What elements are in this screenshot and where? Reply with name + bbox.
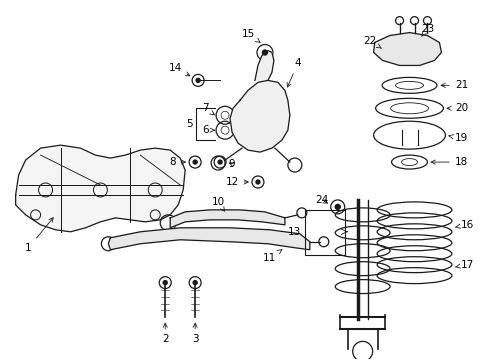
Text: 5: 5 [185,119,192,129]
Circle shape [255,180,260,184]
Polygon shape [108,228,309,250]
Text: 22: 22 [362,36,381,48]
Circle shape [193,160,197,164]
Text: 7: 7 [202,103,214,115]
Text: 21: 21 [440,80,467,90]
Text: 24: 24 [314,195,328,205]
Text: 2: 2 [162,323,168,345]
Text: 15: 15 [241,28,260,42]
Text: 10: 10 [211,197,224,211]
Text: 11: 11 [263,250,282,263]
Polygon shape [373,32,441,66]
Text: 19: 19 [448,133,467,143]
Circle shape [335,204,340,210]
Text: 23: 23 [420,24,433,36]
Polygon shape [229,80,289,152]
Text: 3: 3 [191,323,198,345]
Text: 4: 4 [286,58,301,87]
Circle shape [218,160,222,164]
Polygon shape [170,210,285,228]
Text: 13: 13 [287,227,301,237]
Circle shape [163,280,167,285]
Text: 17: 17 [454,260,473,270]
Text: 8: 8 [168,157,185,167]
Text: 20: 20 [446,103,467,113]
Text: 9: 9 [228,159,235,169]
Text: 18: 18 [430,157,467,167]
Text: 16: 16 [454,220,473,230]
Polygon shape [16,145,185,232]
Circle shape [196,78,200,82]
Text: 14: 14 [168,63,189,76]
Circle shape [262,50,267,55]
Polygon shape [254,50,273,80]
Text: 6: 6 [202,125,214,135]
Circle shape [193,280,197,285]
Text: 12: 12 [225,177,248,187]
Text: 1: 1 [25,218,53,253]
